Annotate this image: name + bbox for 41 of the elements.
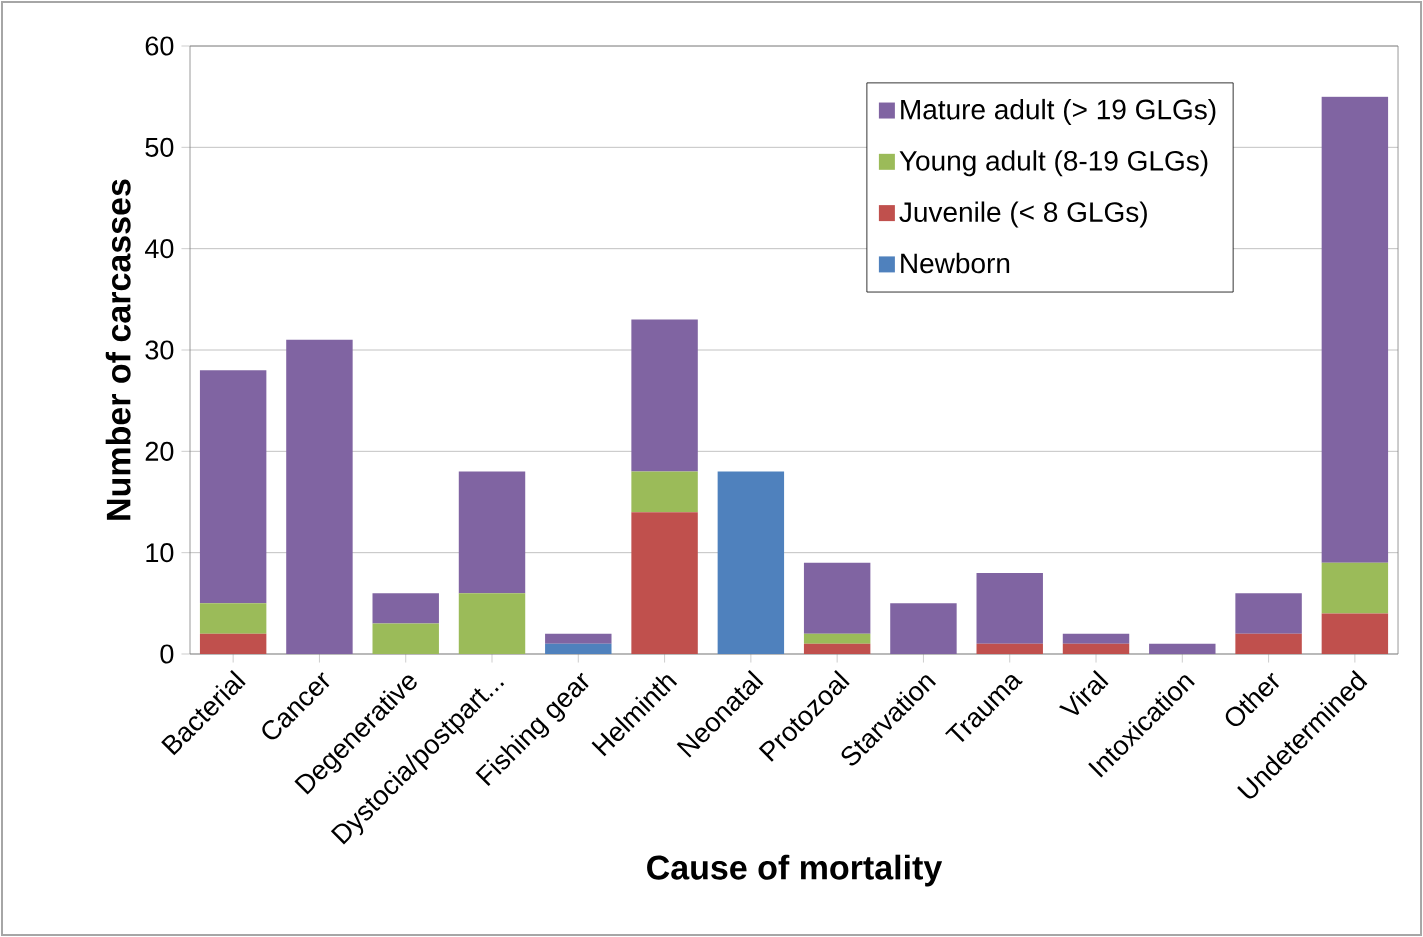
bar	[631, 319, 698, 472]
y-tick-label: 10	[146, 543, 174, 563]
legend-label: Juvenile (< 8 GLGs)	[899, 201, 1147, 228]
bar	[286, 339, 353, 654]
bar	[1235, 633, 1302, 654]
bar	[976, 643, 1043, 654]
bar	[1149, 643, 1216, 654]
bar	[458, 593, 526, 654]
bar	[1321, 562, 1389, 614]
y-axis-title: Number of carcasses	[105, 179, 131, 520]
bar	[976, 572, 1043, 644]
bar	[803, 562, 871, 634]
bar	[1321, 613, 1389, 654]
bar	[803, 643, 871, 654]
bar	[631, 471, 698, 513]
bar	[199, 603, 267, 634]
bar	[803, 633, 871, 644]
bar	[1235, 593, 1302, 634]
y-tick-label: 40	[145, 239, 174, 259]
bar	[1062, 643, 1130, 654]
y-tick-label: 50	[145, 137, 174, 157]
bar	[890, 603, 957, 654]
legend-label: Young adult (8-19 GLGs)	[899, 150, 1208, 177]
bar	[372, 593, 439, 624]
bar	[545, 643, 612, 654]
bar	[199, 370, 267, 604]
y-tick-label: 60	[145, 36, 174, 56]
bar	[1062, 633, 1130, 644]
x-axis-title: Cause of mortality	[647, 854, 943, 887]
y-tick-label: 0	[160, 644, 174, 664]
bar	[458, 471, 526, 594]
bar	[631, 512, 698, 654]
bar	[199, 633, 267, 654]
bar	[545, 633, 612, 644]
bar	[717, 471, 785, 654]
y-tick-label: 20	[145, 441, 174, 461]
legend-label: Newborn	[901, 252, 1010, 274]
y-tick-label: 30	[145, 340, 174, 360]
legend-label: Mature adult (> 19 GLGs)	[901, 98, 1216, 125]
bar	[372, 623, 439, 654]
bar	[1321, 96, 1389, 563]
